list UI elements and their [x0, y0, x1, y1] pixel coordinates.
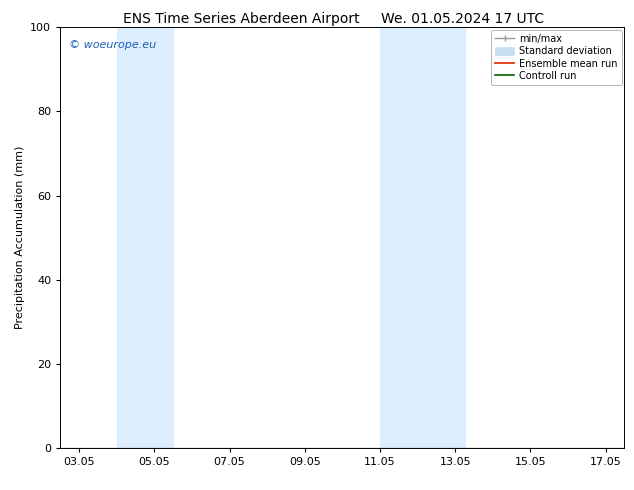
Legend: min/max, Standard deviation, Ensemble mean run, Controll run: min/max, Standard deviation, Ensemble me…	[491, 30, 621, 85]
Bar	[380, 27, 465, 448]
Y-axis label: Precipitation Accumulation (mm): Precipitation Accumulation (mm)	[15, 146, 25, 329]
Text: © woeurope.eu: © woeurope.eu	[68, 40, 156, 49]
Text: We. 01.05.2024 17 UTC: We. 01.05.2024 17 UTC	[381, 12, 545, 26]
Bar	[117, 27, 173, 448]
Text: ENS Time Series Aberdeen Airport: ENS Time Series Aberdeen Airport	[122, 12, 359, 26]
